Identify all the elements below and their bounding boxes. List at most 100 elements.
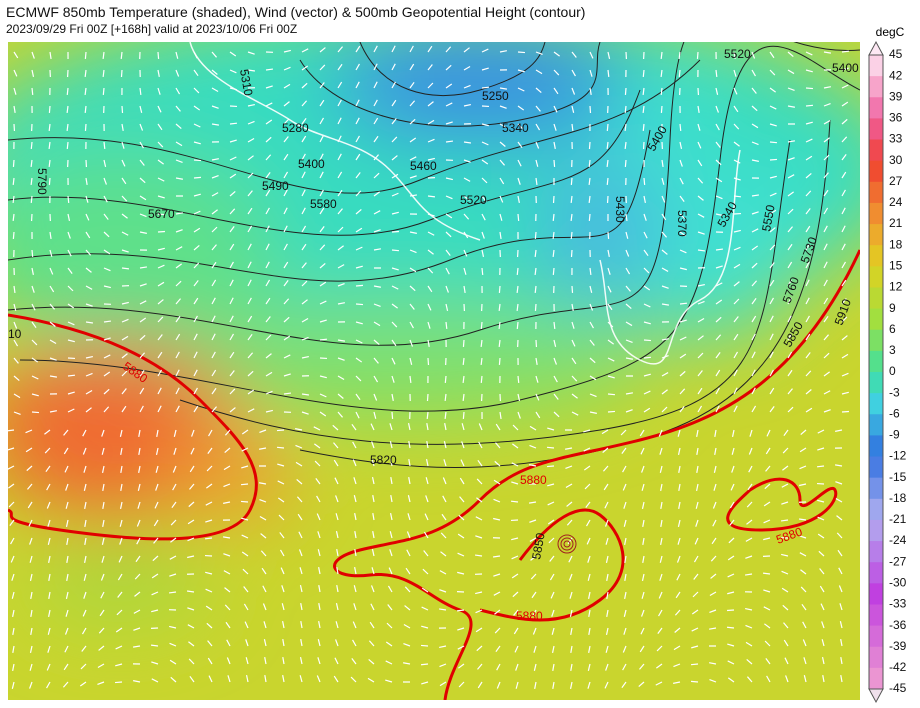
wind-arrow [224,429,231,436]
wind-arrow [805,190,812,197]
wind-arrow [836,532,843,539]
contour-label: 5460 [410,159,437,173]
wind-arrow [151,661,159,665]
wind-arrow [625,285,631,292]
wind-arrow [300,639,303,647]
wind-arrow [319,117,325,125]
wind-arrow [499,50,507,53]
wind-arrow [733,141,740,147]
wind-arrow [193,297,199,305]
wind-arrow [571,123,574,132]
wind-arrow [764,640,771,647]
wind-arrow [391,230,400,233]
wind-arrow [606,141,609,150]
wind-arrow [63,429,69,436]
wind-arrow [208,675,213,683]
wind-arrow [588,645,591,653]
colorbar-tick-label: -36 [889,618,907,632]
wind-arrow [337,46,343,53]
wind-arrow [193,51,198,59]
wind-arrow [175,369,180,377]
wind-arrow [511,462,519,467]
wind-arrow [425,477,429,485]
wind-arrow [301,171,306,179]
wind-arrow [818,550,825,557]
wind-arrow [733,229,741,233]
wind-arrow [499,159,505,166]
wind-arrow [44,447,51,454]
wind-arrow [639,663,645,670]
colorbar-segment [869,519,883,542]
wind-arrow [658,429,663,437]
wind-arrow [769,87,776,93]
wind-arrow [13,393,21,399]
wind-arrow [319,226,325,233]
contour-labels: 5310 5280 5400 5490 5580 5670 5790 5250 … [8,47,859,623]
wind-arrow [139,195,147,201]
wind-arrow [313,426,321,431]
wind-arrow [570,213,573,222]
wind-arrow [408,477,411,485]
wind-arrow [10,537,15,545]
wind-arrow [751,280,758,287]
wind-arrow [46,483,51,491]
wind-arrow [787,406,794,413]
wind-arrow [461,441,465,449]
wind-arrow [445,249,451,256]
wind-arrow [751,87,757,94]
wind-arrow [602,447,609,454]
wind-arrow [226,639,231,647]
wind-arrow [229,279,234,287]
wind-arrow [301,299,308,305]
wind-arrow [751,405,757,413]
wind-arrow [81,627,87,635]
wind-arrow [247,389,255,395]
wind-arrow [337,375,345,381]
wind-arrow [172,465,177,473]
wind-arrow [427,231,435,236]
wind-arrow [607,69,610,78]
wind-arrow [260,533,267,539]
wind-arrow [511,555,519,560]
wind-arrow [715,387,720,395]
wind-arrow [283,225,288,233]
wind-arrow [81,645,87,652]
wind-arrow [733,246,741,251]
wind-arrow [839,603,843,611]
wind-arrow [823,154,830,161]
wind-arrow [643,195,646,203]
wind-arrow [188,641,195,647]
wind-arrow [661,389,668,395]
wind-arrow [643,321,651,325]
wind-arrow [262,603,267,611]
wind-arrow [552,267,555,276]
wind-arrow [84,123,87,132]
wind-arrow [298,531,303,539]
wind-arrow [103,159,107,167]
wind-arrow [697,335,704,341]
wind-arrow [12,195,15,204]
wind-arrow [695,501,699,509]
wind-arrow [696,465,699,473]
wind-arrow [157,141,164,148]
wind-arrow [604,501,609,509]
wind-arrow [456,609,465,612]
wind-arrow [641,465,645,473]
wind-arrow [207,447,213,454]
wind-arrow [316,675,321,683]
wind-arrow [373,45,378,53]
wind-arrow [751,297,757,305]
wind-arrow [640,627,645,635]
wind-arrow [588,177,591,186]
wind-arrow [265,334,272,341]
wind-arrow [475,627,483,633]
wind-arrow [553,51,560,57]
wind-arrow [373,303,381,308]
wind-arrow [570,249,573,258]
wind-arrow [283,392,292,395]
wind-arrow [746,676,753,683]
wind-arrow [620,429,627,436]
wind-arrow [623,609,627,617]
wind-arrow [589,285,593,293]
wind-arrow [751,262,758,269]
